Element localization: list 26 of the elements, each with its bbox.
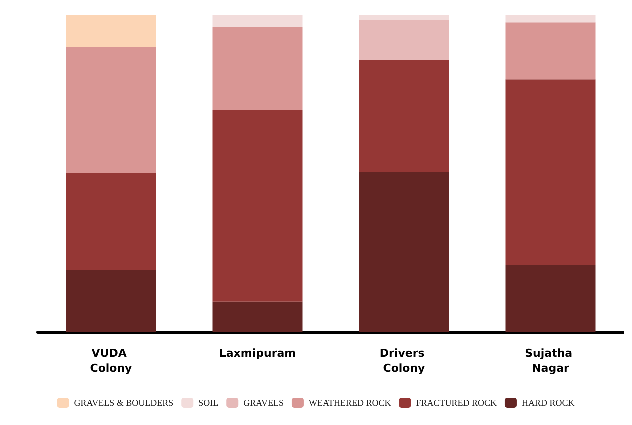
legend-label: FRACTURED ROCK bbox=[416, 398, 498, 408]
bar bbox=[359, 20, 450, 60]
bar bbox=[212, 27, 303, 110]
bar bbox=[506, 80, 596, 266]
bar bbox=[212, 110, 303, 302]
bar bbox=[66, 47, 156, 174]
bar bbox=[66, 15, 156, 48]
bar bbox=[359, 60, 450, 173]
legend-label: GRAVELS bbox=[244, 398, 284, 408]
x-tick-label: VUDA Colony bbox=[90, 347, 132, 375]
bar bbox=[506, 265, 596, 332]
legend-label: SOIL bbox=[198, 398, 219, 408]
x-tick-label: Sujatha Nagar bbox=[525, 347, 576, 375]
bar bbox=[506, 22, 596, 80]
bar bbox=[506, 15, 596, 23]
bar bbox=[359, 15, 450, 20]
x-tick-label: Drivers Colony bbox=[380, 347, 429, 375]
legend-label: WEATHERED ROCK bbox=[308, 398, 392, 408]
bar bbox=[212, 15, 303, 28]
bar bbox=[359, 172, 450, 332]
bar bbox=[212, 302, 303, 332]
legend-label: HARD ROCK bbox=[522, 398, 576, 408]
bar bbox=[66, 270, 156, 332]
bar bbox=[66, 174, 156, 270]
legend-label: GRAVELS & BOULDERS bbox=[74, 398, 174, 408]
x-tick-label: Laxmipuram bbox=[219, 347, 296, 360]
